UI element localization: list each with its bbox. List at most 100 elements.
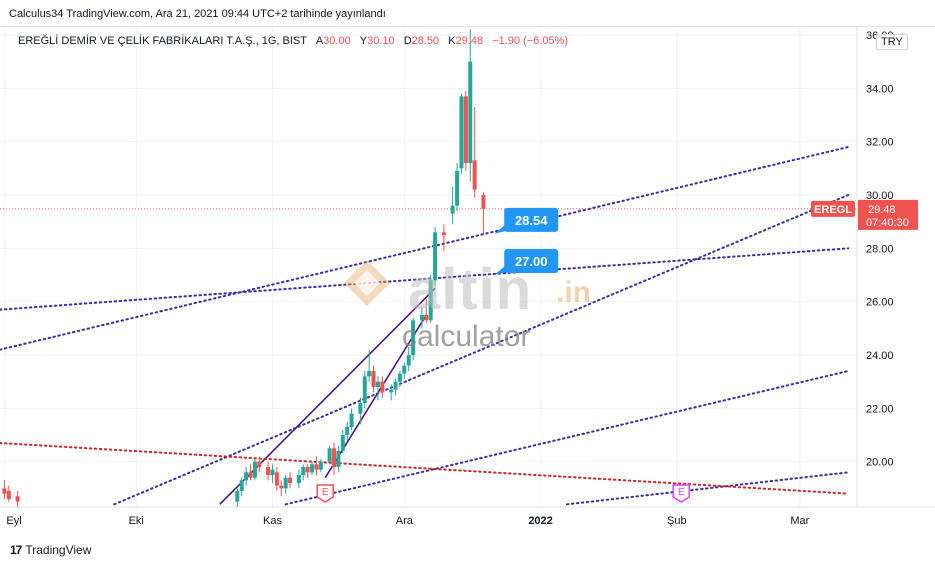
callout-pointer bbox=[494, 265, 507, 275]
candle bbox=[274, 472, 279, 486]
candle bbox=[15, 496, 20, 502]
earnings-marker-icon bbox=[672, 484, 690, 503]
candle bbox=[472, 160, 477, 190]
legend-symbol: EREĞLİ DEMİR VE ÇELİK FABRİKALARI T.A.Ş.… bbox=[18, 35, 307, 47]
earnings-marker-icon bbox=[316, 484, 334, 503]
legend-high: 30.10 bbox=[367, 35, 395, 47]
countdown-label: 07:40:30 bbox=[866, 217, 909, 229]
legend-low: 28.50 bbox=[411, 35, 440, 47]
callout-pointer bbox=[494, 223, 507, 234]
candle bbox=[345, 427, 350, 435]
candle bbox=[402, 365, 407, 374]
legend-open: 30.00 bbox=[323, 35, 351, 47]
x-tick-label: Mar bbox=[790, 515, 809, 527]
candle bbox=[428, 280, 433, 321]
candle bbox=[419, 315, 424, 321]
candle bbox=[336, 451, 341, 467]
y-tick-label: 20.00 bbox=[866, 457, 894, 469]
y-tick-label: 30.00 bbox=[866, 190, 894, 202]
symbol-tag-label: EREGL bbox=[814, 204, 852, 216]
last-price-tag bbox=[858, 199, 918, 230]
callout-box bbox=[504, 207, 559, 232]
candle bbox=[270, 469, 275, 475]
altin-logo-icon bbox=[344, 260, 390, 306]
candle bbox=[463, 96, 468, 163]
candle bbox=[380, 381, 385, 393]
dotted-trend-line bbox=[284, 370, 850, 506]
dotted-trend-line bbox=[0, 247, 850, 311]
footer-brand: TradingView bbox=[25, 543, 92, 557]
earnings-marker-label: E bbox=[678, 487, 685, 498]
y-tick-label: 24.00 bbox=[866, 350, 894, 362]
candlestick-chart[interactable]: 20.00 22.00 24.00 26.00 28.00 30.00 32.00 34.00… bbox=[0, 27, 935, 537]
candle bbox=[244, 472, 249, 481]
candle bbox=[235, 491, 240, 502]
callout-label: 28.54 bbox=[515, 213, 548, 228]
earnings-marker-label: E bbox=[322, 487, 329, 498]
candle bbox=[310, 464, 315, 473]
legend-open-label: A bbox=[315, 35, 324, 47]
candle bbox=[468, 61, 473, 163]
candle bbox=[455, 171, 460, 206]
candle bbox=[433, 232, 438, 281]
price-callout: 28.54 bbox=[494, 207, 559, 234]
candle bbox=[358, 403, 363, 414]
candle bbox=[6, 491, 11, 499]
candle bbox=[248, 472, 253, 478]
currency-button[interactable]: TRY bbox=[876, 34, 908, 50]
tradingview-logo-icon: 17 bbox=[10, 543, 22, 557]
candle bbox=[332, 448, 337, 467]
candle bbox=[327, 448, 332, 462]
candle bbox=[375, 381, 380, 387]
x-tick-label: Eyl bbox=[6, 515, 21, 527]
x-tick-label: Ara bbox=[396, 515, 414, 527]
candle bbox=[257, 461, 262, 467]
candle bbox=[318, 461, 323, 470]
candle bbox=[283, 477, 288, 489]
y-tick-label: 32.00 bbox=[866, 137, 894, 149]
publish-line: Calculus34 TradingView.com, Ara 21, 2021… bbox=[9, 8, 386, 20]
y-tick-label: 34.00 bbox=[866, 83, 894, 95]
candle bbox=[296, 475, 301, 483]
candle bbox=[349, 413, 354, 427]
y-tick-label: 22.00 bbox=[866, 403, 894, 415]
callout-box bbox=[504, 249, 559, 273]
candle bbox=[288, 477, 293, 483]
candle bbox=[266, 467, 271, 475]
legend-close: 29.48 bbox=[455, 35, 484, 47]
chart-legend: EREĞLİ DEMİR VE ÇELİK FABRİKALARI T.A.Ş.… bbox=[18, 35, 568, 47]
dotted-trend-line bbox=[565, 471, 850, 506]
candle bbox=[367, 371, 372, 377]
legend-high-label: Y bbox=[359, 35, 368, 47]
candle bbox=[406, 355, 411, 366]
price-callout: 27.00 bbox=[494, 249, 559, 275]
candle bbox=[340, 435, 345, 451]
dotted-trend-line bbox=[0, 146, 850, 351]
symbol-tag bbox=[811, 200, 855, 217]
footer[interactable]: 17 TradingView bbox=[10, 543, 91, 557]
last-price-label: 29.48 bbox=[868, 204, 896, 216]
x-tick-label: Şub bbox=[667, 515, 687, 527]
callout-label: 27.00 bbox=[515, 254, 548, 269]
legend-change: −1.90 (−6.05%) bbox=[492, 35, 569, 47]
candle bbox=[450, 205, 455, 214]
x-tick-label: Eki bbox=[129, 515, 144, 527]
candle bbox=[362, 376, 367, 403]
candle bbox=[424, 315, 429, 321]
candle bbox=[301, 467, 306, 475]
chart-area[interactable]: 20.00 22.00 24.00 26.00 28.00 30.00 32.00 34.00… bbox=[0, 26, 935, 537]
dotted-trend-line bbox=[0, 442, 850, 495]
candle bbox=[411, 320, 416, 355]
candle bbox=[2, 488, 7, 494]
x-tick-label: Kas bbox=[263, 515, 282, 527]
candle bbox=[371, 371, 376, 387]
candle bbox=[239, 480, 244, 491]
candle bbox=[389, 389, 394, 393]
candle bbox=[393, 381, 398, 390]
y-tick-label: 28.00 bbox=[866, 243, 894, 255]
watermark-brand: altin bbox=[408, 257, 533, 322]
candle bbox=[459, 96, 464, 169]
candle bbox=[481, 195, 486, 209]
legend-low-label: D bbox=[403, 35, 412, 47]
candle bbox=[279, 485, 284, 489]
